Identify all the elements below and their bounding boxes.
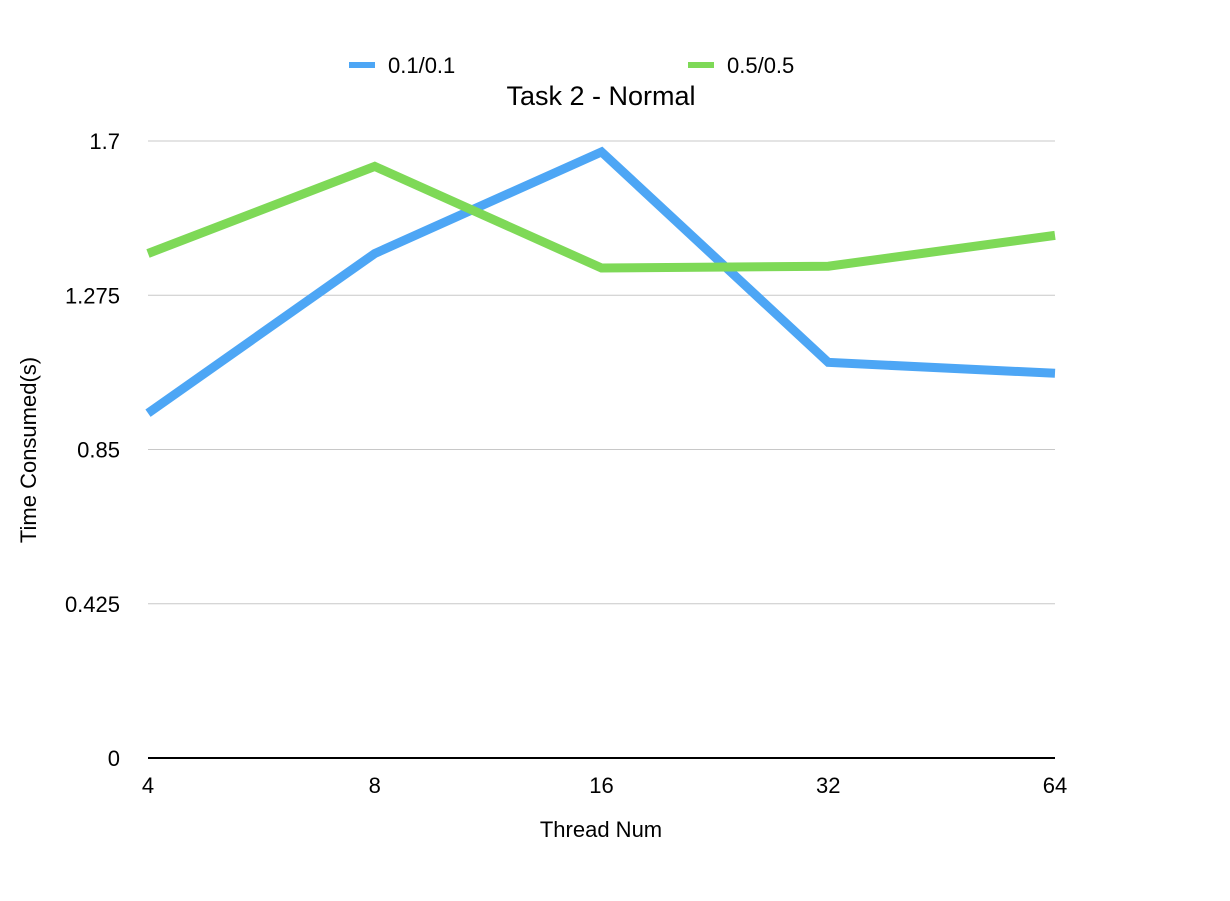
x-tick-label: 32 bbox=[816, 773, 840, 798]
chart-title: Task 2 - Normal bbox=[506, 81, 695, 111]
axes: 0 0.425 0.85 1.275 1.7 4 8 16 32 64 bbox=[65, 129, 1067, 798]
legend-label-series-2: 0.5/0.5 bbox=[727, 53, 794, 78]
y-tick-label: 0.85 bbox=[77, 438, 120, 463]
y-tick-label: 0 bbox=[108, 746, 120, 771]
x-tick-label: 4 bbox=[142, 773, 154, 798]
y-tick-label: 1.7 bbox=[89, 129, 120, 154]
series-line-1 bbox=[145, 146, 1056, 417]
x-axis-title: Thread Num bbox=[540, 817, 662, 842]
y-tick-label: 0.425 bbox=[65, 592, 120, 617]
series-lines bbox=[145, 146, 1056, 417]
x-tick-label: 64 bbox=[1043, 773, 1067, 798]
y-axis-title: Time Consumed(s) bbox=[16, 357, 41, 543]
series-line-2 bbox=[146, 161, 1056, 273]
x-tick-label: 8 bbox=[369, 773, 381, 798]
gridlines bbox=[148, 140, 1055, 605]
legend-label-series-1: 0.1/0.1 bbox=[388, 53, 455, 78]
x-tick-label: 16 bbox=[589, 773, 613, 798]
legend: 0.1/0.1 0.5/0.5 bbox=[349, 53, 794, 78]
y-tick-label: 1.275 bbox=[65, 283, 120, 308]
